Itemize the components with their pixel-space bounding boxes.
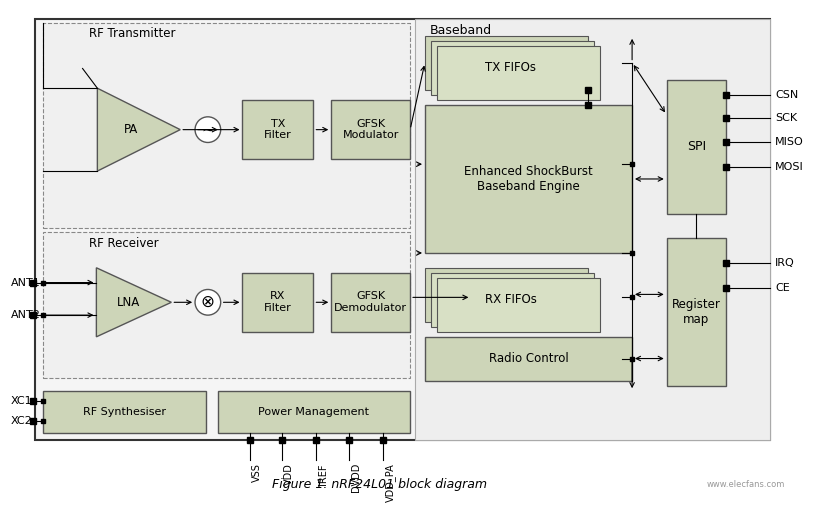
- Text: IREF: IREF: [318, 463, 328, 485]
- Text: CE: CE: [774, 283, 789, 292]
- Bar: [431, 273, 593, 327]
- Text: Register
map: Register map: [671, 298, 720, 326]
- Text: ~: ~: [201, 122, 214, 137]
- Text: Baseband: Baseband: [430, 25, 492, 37]
- Text: Power Management: Power Management: [257, 407, 369, 417]
- Text: ANT2: ANT2: [11, 310, 40, 320]
- Bar: [242, 273, 313, 332]
- Bar: [43, 232, 410, 378]
- Text: RF Receiver: RF Receiver: [89, 236, 159, 250]
- Text: PA: PA: [124, 123, 138, 136]
- Bar: [425, 268, 587, 322]
- Text: RX
Filter: RX Filter: [263, 291, 292, 313]
- Text: www.elecfans.com: www.elecfans.com: [706, 480, 784, 489]
- Polygon shape: [96, 268, 171, 337]
- Bar: [35, 19, 769, 441]
- Text: MOSI: MOSI: [774, 162, 803, 172]
- Text: Figure 1. nRF24L01 block diagram: Figure 1. nRF24L01 block diagram: [271, 478, 486, 491]
- Text: RX FIFOs: RX FIFOs: [484, 293, 536, 306]
- Bar: [425, 337, 631, 381]
- Bar: [217, 391, 410, 432]
- Bar: [425, 105, 631, 253]
- Text: LNA: LNA: [117, 296, 140, 309]
- Text: IRQ: IRQ: [774, 258, 794, 268]
- Bar: [43, 391, 206, 432]
- Polygon shape: [97, 88, 180, 171]
- Text: RF Synthesiser: RF Synthesiser: [83, 407, 166, 417]
- Text: VDD_PA: VDD_PA: [385, 463, 396, 502]
- Text: SCK: SCK: [774, 113, 797, 123]
- Text: CSN: CSN: [774, 90, 798, 100]
- Text: ANT1: ANT1: [11, 278, 40, 288]
- Text: VSS: VSS: [252, 463, 262, 482]
- Text: MISO: MISO: [774, 137, 803, 147]
- Text: GFSK
Modulator: GFSK Modulator: [342, 119, 399, 141]
- Text: Radio Control: Radio Control: [488, 352, 568, 365]
- Bar: [665, 81, 725, 213]
- Text: XC2: XC2: [11, 416, 33, 426]
- Bar: [331, 100, 410, 159]
- Bar: [436, 46, 599, 100]
- Text: DVDD: DVDD: [350, 463, 360, 492]
- Bar: [242, 100, 313, 159]
- Text: TX
Filter: TX Filter: [263, 119, 292, 141]
- Text: GFSK
Demodulator: GFSK Demodulator: [334, 291, 406, 313]
- Text: TX FIFOs: TX FIFOs: [485, 61, 536, 74]
- Text: RF Transmitter: RF Transmitter: [89, 28, 176, 41]
- Bar: [425, 36, 587, 90]
- Text: ⊗: ⊗: [201, 293, 215, 311]
- Bar: [436, 278, 599, 332]
- Text: XC1: XC1: [11, 396, 32, 406]
- Text: Enhanced ShockBurst
Baseband Engine: Enhanced ShockBurst Baseband Engine: [464, 165, 592, 193]
- Text: VDD: VDD: [283, 463, 293, 485]
- Bar: [415, 19, 769, 441]
- Bar: [431, 41, 593, 95]
- Bar: [331, 273, 410, 332]
- Bar: [665, 238, 725, 386]
- Circle shape: [195, 289, 221, 315]
- Bar: [43, 23, 410, 228]
- Circle shape: [195, 117, 221, 143]
- Text: SPI: SPI: [686, 140, 705, 153]
